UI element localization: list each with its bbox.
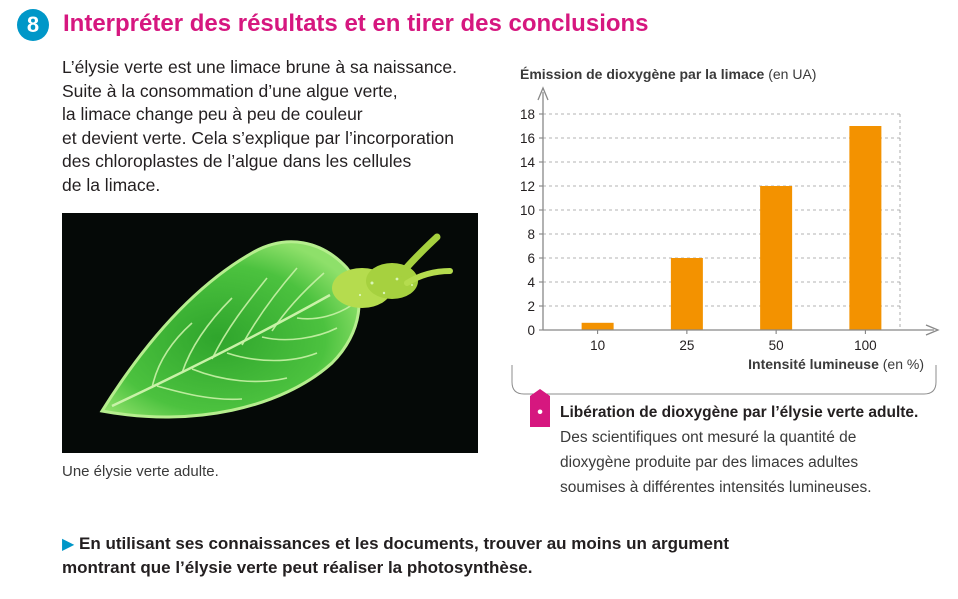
intro-line: des chloroplastes de l’algue dans les ce…	[62, 151, 412, 171]
chart-title-bold: Émission de dioxygène par la limace	[520, 66, 765, 82]
y-tick-label: 12	[520, 179, 535, 194]
x-axis-arrow	[925, 324, 940, 336]
y-tick-label: 18	[520, 107, 535, 122]
document-description: Libération de dioxygène par l’élysie ver…	[560, 400, 920, 500]
x-tick-label: 100	[854, 338, 877, 353]
y-tick-label: 4	[527, 275, 535, 290]
y-tick-label: 0	[527, 323, 535, 338]
bar-25	[670, 258, 703, 330]
task-text-bold: trouver au moins un argument	[483, 534, 730, 553]
task-instruction: ▶ En utilisant ses connaissances et les …	[62, 532, 729, 579]
y-tick-label: 2	[527, 299, 535, 314]
intro-line: la limace change peu à peu de couleur	[62, 104, 363, 124]
y-axis-arrow	[537, 86, 549, 101]
y-tick-label: 14	[520, 155, 536, 170]
oxygen-chart: Émission de dioxygène par la limace (en …	[500, 60, 958, 400]
y-tick-label: 6	[527, 251, 535, 266]
document-marker-dot: •	[537, 404, 543, 421]
green-slug-illustration	[62, 213, 478, 453]
x-tick-label: 25	[679, 338, 694, 353]
chart-title-unit: (en UA)	[768, 66, 817, 82]
bar-100	[849, 126, 882, 330]
exercise-title: Interpréter des résultats et en tirer de…	[63, 10, 649, 37]
chart-bracket	[511, 365, 937, 395]
chart-title: Émission de dioxygène par la limace (en …	[520, 66, 816, 82]
photo-caption: Une élysie verte adulte.	[62, 463, 219, 480]
intro-line: et devient verte. Cela s’explique par l’…	[62, 127, 455, 148]
y-tick-label: 8	[527, 227, 535, 242]
document-body: Des scientifiques ont mesuré la quantité…	[560, 429, 872, 496]
document-title: Libération de dioxygène par l’élysie ver…	[560, 404, 919, 421]
intro-line: L’élysie verte est une limace brune à sa…	[62, 57, 457, 77]
x-axis-label-unit: (en %)	[883, 356, 924, 372]
bar-10	[581, 322, 614, 330]
x-axis-label: Intensité lumineuse (en %)	[748, 356, 924, 372]
intro-paragraph: L’élysie verte est une limace brune à sa…	[62, 56, 502, 197]
task-arrow-icon: ▶	[62, 536, 75, 553]
x-tick-label: 50	[769, 338, 784, 353]
exercise-number-badge: 8	[17, 9, 49, 41]
slug-photo	[62, 213, 478, 453]
x-tick-label: 10	[590, 338, 605, 353]
chart-plot: 0 2 4 6 8 10 12 14 16 18 10 25 50 100 Intensité lumine…	[511, 86, 940, 395]
task-text-end: montrant que l’élysie verte peut réalise…	[62, 558, 533, 577]
y-tick-label: 16	[520, 131, 535, 146]
document-marker-icon: •	[530, 389, 550, 427]
bar-50	[760, 186, 793, 330]
intro-line: Suite à la consommation d’une algue vert…	[62, 80, 398, 101]
intro-line: de la limace.	[62, 174, 161, 195]
x-axis-label-bold: Intensité lumineuse	[748, 356, 883, 372]
task-text-start: En utilisant ses connaissances et les do…	[79, 534, 479, 553]
y-tick-label: 10	[520, 203, 535, 218]
